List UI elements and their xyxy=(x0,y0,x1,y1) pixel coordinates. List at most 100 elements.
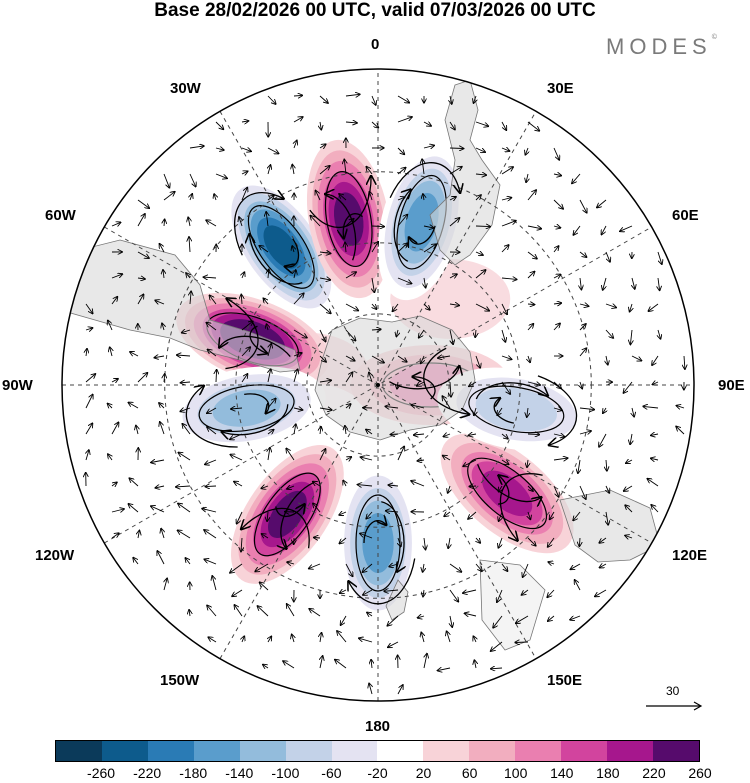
wind-vector xyxy=(527,407,528,417)
wind-vector xyxy=(372,303,376,309)
wind-vector xyxy=(319,95,328,103)
wind-vector xyxy=(137,251,149,258)
wind-vector xyxy=(294,141,297,149)
wind-vector xyxy=(337,631,347,643)
wind-vector xyxy=(393,303,399,311)
wind-vector xyxy=(575,580,581,591)
wind-vector xyxy=(387,615,399,626)
wind-vector xyxy=(346,404,351,408)
wind-vector xyxy=(475,147,485,152)
colorbar-tick-label: 100 xyxy=(504,765,528,781)
wind-vector xyxy=(572,173,581,183)
wind-vector xyxy=(319,303,331,313)
wind-vector xyxy=(319,329,326,342)
wind-vector xyxy=(164,579,167,591)
wind-vector xyxy=(499,511,502,521)
wind-vector xyxy=(570,615,581,620)
wind-vector xyxy=(267,324,269,331)
wind-vector xyxy=(319,144,326,148)
wind-vector xyxy=(580,381,582,389)
lon-label-120w: 120W xyxy=(35,547,75,564)
lon-label-90w: 90W xyxy=(2,377,33,394)
wind-vector xyxy=(157,551,165,565)
wind-vector xyxy=(501,148,510,151)
wind-vector xyxy=(579,324,586,331)
wind-vector xyxy=(527,324,533,331)
wind-vector xyxy=(398,537,401,546)
wind-vector xyxy=(573,225,581,235)
wind-vector xyxy=(528,355,530,362)
wind-vector xyxy=(371,242,378,253)
wind-vector xyxy=(469,486,477,487)
wind-vector xyxy=(293,293,304,305)
wind-vector xyxy=(579,537,580,546)
wind-vector xyxy=(411,481,425,487)
anomaly-neg-1 xyxy=(224,177,338,317)
wind-vector xyxy=(137,214,145,227)
wind-vector xyxy=(448,485,450,493)
wind-vector xyxy=(161,529,164,539)
wind-vector xyxy=(181,382,191,383)
reference-vector-label: 30 xyxy=(666,684,680,698)
wind-vector xyxy=(313,482,321,487)
colorbar-tick-label: 20 xyxy=(415,765,432,781)
wind-vector xyxy=(137,199,149,208)
streamline-arc xyxy=(219,335,291,358)
wind-vector xyxy=(215,148,224,150)
wind-vector xyxy=(553,485,559,497)
wind-vector xyxy=(180,408,191,411)
lon-label-150w: 150W xyxy=(160,672,200,689)
wind-vector xyxy=(625,505,633,513)
wind-vector xyxy=(473,636,476,643)
streamline-arc xyxy=(537,375,578,449)
wind-vector xyxy=(423,226,434,228)
wind-vector xyxy=(128,504,139,513)
lon-label-30e: 30E xyxy=(547,80,574,97)
wind-vector xyxy=(630,433,632,444)
streamline-arc xyxy=(204,299,259,370)
colorbar-swatch xyxy=(331,741,378,761)
wind-vector xyxy=(137,278,145,279)
wind-vector xyxy=(652,355,659,365)
wind-vector xyxy=(371,329,381,330)
wind-vector xyxy=(177,355,191,356)
wind-vector xyxy=(128,403,139,409)
wind-vector xyxy=(385,406,399,408)
wind-vector xyxy=(553,199,563,209)
wind-vector xyxy=(657,251,662,264)
streamline-arc xyxy=(477,464,541,514)
wind-vector xyxy=(501,356,512,359)
wind-vector xyxy=(339,194,347,201)
lon-label-0: 0 xyxy=(371,36,380,53)
wind-vector xyxy=(527,251,537,259)
wind-vector xyxy=(527,382,540,385)
wind-vector xyxy=(421,355,424,363)
anomaly-contour xyxy=(362,513,394,573)
wind-vector xyxy=(449,148,464,149)
wind-vector xyxy=(626,460,633,463)
wind-vector xyxy=(553,303,561,304)
streamline-arc xyxy=(389,162,466,198)
wind-vector xyxy=(85,303,93,313)
wind-vector xyxy=(216,370,217,383)
wind-vector xyxy=(130,352,139,357)
wind-vector xyxy=(578,459,580,473)
wind-vector xyxy=(85,395,93,409)
wind-vector xyxy=(151,460,165,463)
lon-label-60w: 60W xyxy=(45,207,76,224)
wind-vector xyxy=(550,511,555,519)
colorbar-tick-label: 260 xyxy=(688,765,712,781)
wind-vector xyxy=(397,447,404,461)
wind-vector xyxy=(397,685,403,695)
wind-vector xyxy=(384,590,399,591)
wind-vector xyxy=(335,660,347,669)
wind-vector xyxy=(475,195,481,201)
colorbar-tick-label: -220 xyxy=(133,765,162,781)
wind-vector xyxy=(176,486,191,487)
wind-vector xyxy=(553,147,559,160)
wind-vector xyxy=(449,218,459,227)
streamline-arc xyxy=(408,225,436,247)
wind-vectors xyxy=(85,94,685,695)
colorbar-swatch xyxy=(607,741,653,761)
wind-vector xyxy=(553,323,560,331)
